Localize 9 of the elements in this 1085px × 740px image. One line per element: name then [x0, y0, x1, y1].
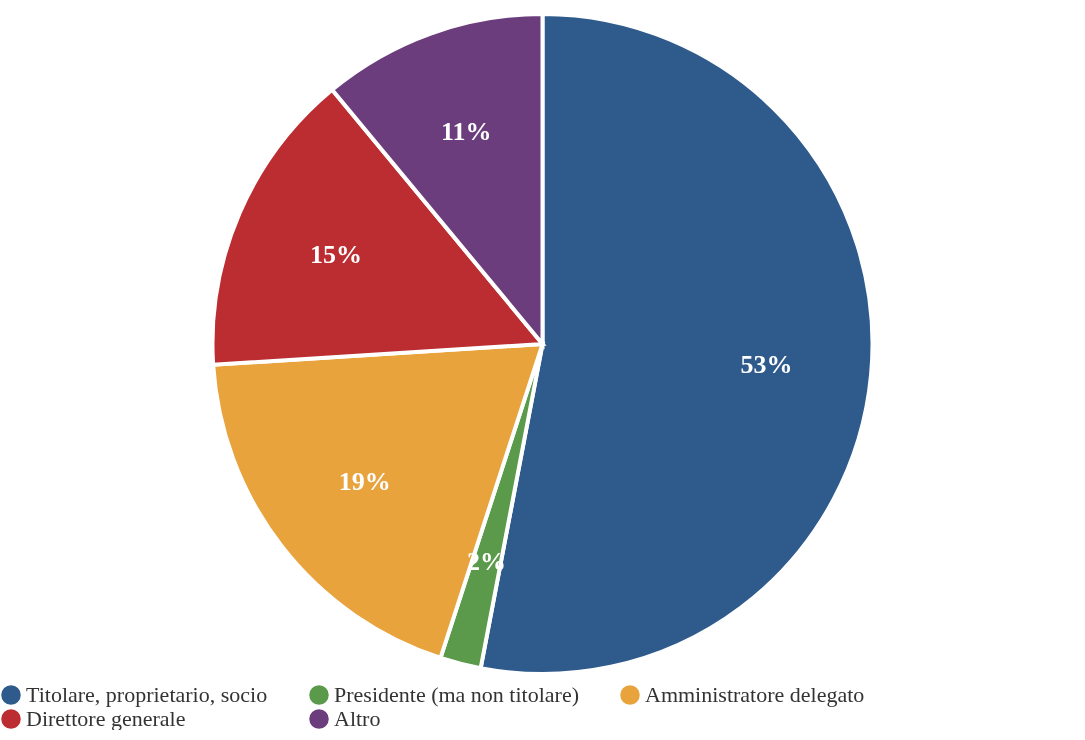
data-label: 19% — [338, 466, 391, 496]
data-label: 11% — [440, 117, 492, 147]
data-label: 53% — [740, 350, 793, 380]
legend-label: Altro — [334, 706, 381, 731]
data-label: 15% — [310, 239, 363, 269]
legend-label: Titolare, proprietario, socio — [26, 682, 268, 707]
legend-label: Amministratore delegato — [645, 682, 865, 707]
legend-label: Presidente (ma non titolare) — [334, 682, 579, 707]
legend-label: Direttore generale — [26, 706, 186, 731]
